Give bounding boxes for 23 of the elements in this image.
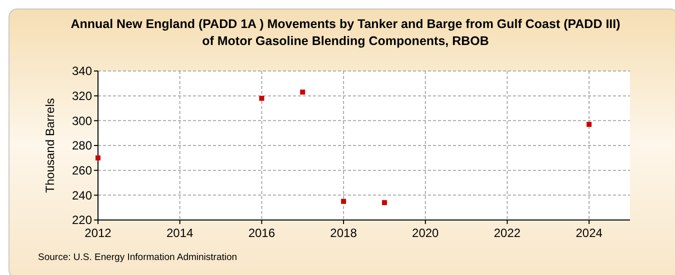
x-tick-label: 2014 <box>166 226 194 240</box>
y-tick-label: 340 <box>72 64 92 78</box>
x-tick-label: 2020 <box>412 226 440 240</box>
chart-title: Annual New England (PADD 1A ) Movements by Tanker and Barge from Gulf Coast (PADD III) of Motor Gasoline Blending Components, RBOB <box>70 17 620 48</box>
point <box>382 200 387 206</box>
source-note: Source: U.S. Energy Information Administration <box>38 252 238 263</box>
y-tick-label: 260 <box>72 164 92 178</box>
y-axis-title: Thousand Barrels <box>43 98 57 193</box>
point <box>586 122 592 127</box>
x-tick-label: 2018 <box>330 226 358 240</box>
point <box>300 90 306 95</box>
point <box>96 155 100 160</box>
y-tick-label: 220 <box>72 213 92 228</box>
x-tick-label: 2024 <box>576 226 603 240</box>
y-tick-label: 240 <box>72 188 92 202</box>
point <box>259 96 264 101</box>
y-tick-label: 320 <box>72 89 92 104</box>
point <box>341 198 346 204</box>
x-tick-label: 2016 <box>248 226 276 240</box>
y-tick-label: 300 <box>72 114 92 128</box>
y-tick-label: 280 <box>72 138 92 153</box>
x-tick-label: 2022 <box>494 226 521 240</box>
x-tick-label: 2012 <box>84 226 112 240</box>
